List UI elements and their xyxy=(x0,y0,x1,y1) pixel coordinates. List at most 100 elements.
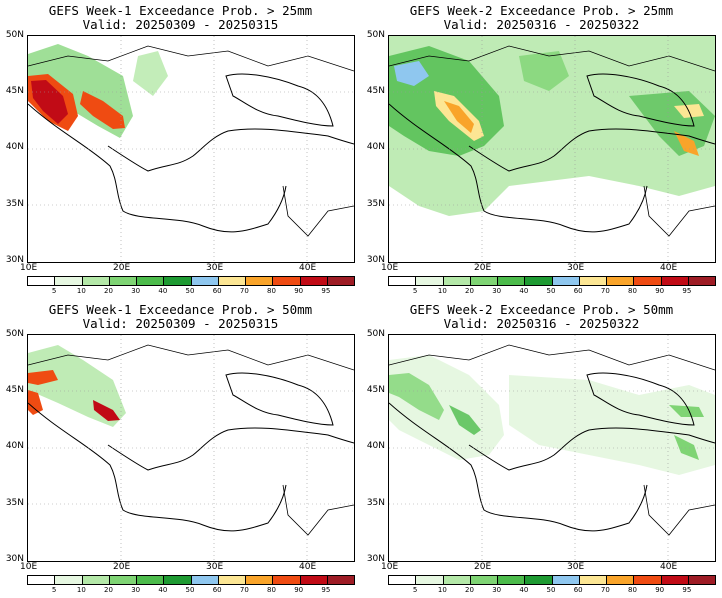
coastline xyxy=(468,128,715,172)
colorbar-swatch xyxy=(55,576,83,584)
lat-label: 30N xyxy=(366,554,385,564)
colorbar-label: 20 xyxy=(104,287,113,295)
colorbar-label: 80 xyxy=(267,287,276,295)
lon-label: 30E xyxy=(206,263,224,273)
colorbar-swatch xyxy=(552,576,580,584)
colorbar-label: 5 xyxy=(51,586,57,594)
colorbar-label: 80 xyxy=(267,586,276,594)
map-frame xyxy=(388,35,716,263)
border xyxy=(282,185,354,237)
colorbar-swatch xyxy=(525,576,553,584)
panel-subtitle: Valid: 20250316 - 20250322 xyxy=(443,316,640,331)
colorbar-swatch xyxy=(273,277,301,285)
colorbar-swatch xyxy=(416,576,444,584)
coastline xyxy=(107,427,354,471)
colorbar-label: 40 xyxy=(158,287,168,295)
lon-label: 40E xyxy=(660,562,678,572)
graticule xyxy=(389,335,715,561)
map-canvas xyxy=(389,335,715,561)
colorbar-swatch xyxy=(498,277,526,285)
colorbar-swatch xyxy=(327,277,354,285)
lon-label: 40E xyxy=(660,263,678,273)
colorbar-swatch xyxy=(109,576,137,584)
lat-label: 45N xyxy=(5,385,24,395)
colorbar-label: 50 xyxy=(185,586,195,594)
map-frame xyxy=(388,334,716,562)
coastline xyxy=(586,73,695,127)
colorbar-label: 5 xyxy=(51,287,57,295)
panel-subtitle: Valid: 20250316 - 20250322 xyxy=(443,17,640,32)
colorbar-swatch xyxy=(246,576,274,584)
colorbar-label: 5 xyxy=(412,586,418,594)
prob-area-green xyxy=(674,435,699,460)
coastline xyxy=(28,402,287,532)
coastline xyxy=(389,103,648,233)
colorbar-label: 95 xyxy=(682,586,692,594)
colorbar-swatch xyxy=(552,277,580,285)
colorbar-label: 50 xyxy=(546,586,556,594)
panel-title: GEFS Week-2 Exceedance Prob. > 25mm xyxy=(409,3,674,18)
prob-area-darkred xyxy=(31,80,68,124)
graticule xyxy=(389,36,715,262)
lon-label: 20E xyxy=(113,263,131,273)
colorbar-swatch xyxy=(28,576,56,584)
graticule xyxy=(28,36,354,262)
lat-label: 40N xyxy=(5,441,24,451)
lat-label: 45N xyxy=(366,385,385,395)
colorbar-label: 70 xyxy=(239,586,249,594)
colorbar xyxy=(388,276,716,286)
colorbar-label: 95 xyxy=(321,586,331,594)
colorbar-labels: 5 10 20 30 40 50 60 70 80 90 95 xyxy=(27,287,353,297)
colorbar-swatch xyxy=(525,277,553,285)
colorbar-label: 90 xyxy=(294,586,304,594)
lon-label: 10E xyxy=(20,562,38,572)
colorbar-swatch xyxy=(137,277,165,285)
colorbar-label: 20 xyxy=(104,586,113,594)
lon-label: 30E xyxy=(567,562,585,572)
lon-label: 40E xyxy=(299,562,317,572)
colorbar-label: 80 xyxy=(628,287,637,295)
colorbar-swatch xyxy=(688,277,715,285)
colorbar xyxy=(388,575,716,585)
colorbar-label: 95 xyxy=(682,287,692,295)
lon-label: 20E xyxy=(474,562,492,572)
lat-label: 45N xyxy=(5,86,24,96)
map-canvas xyxy=(28,335,354,561)
colorbar-swatch xyxy=(191,576,219,584)
colorbar-swatch xyxy=(300,277,328,285)
colorbar-label: 10 xyxy=(76,586,86,594)
colorbar-swatch xyxy=(82,277,110,285)
colorbar-swatch xyxy=(634,576,662,584)
colorbar-swatch xyxy=(607,277,635,285)
border xyxy=(389,344,715,371)
prob-area-red xyxy=(80,91,125,129)
prob-area-green xyxy=(389,373,444,420)
colorbar-label: 10 xyxy=(437,586,447,594)
prob-area-green xyxy=(449,405,481,435)
lon-label: 40E xyxy=(299,263,317,273)
lat-label: 35N xyxy=(366,199,385,209)
panel-week2-50mm: GEFS Week-2 Exceedance Prob. > 50mm Vali… xyxy=(361,299,722,598)
colorbar-label: 90 xyxy=(655,586,665,594)
prob-area-blue xyxy=(394,61,429,86)
colorbar-label: 80 xyxy=(628,586,637,594)
colorbar-labels: 5 10 20 30 40 50 60 70 80 90 95 xyxy=(27,586,353,596)
prob-area-green xyxy=(509,375,715,475)
colorbar-label: 60 xyxy=(573,287,583,295)
lat-label: 40N xyxy=(366,142,385,152)
colorbar-swatch xyxy=(389,277,417,285)
border xyxy=(643,484,715,536)
prob-area-orange xyxy=(674,131,699,156)
colorbar-swatch xyxy=(579,576,607,584)
colorbar-swatch xyxy=(218,277,246,285)
colorbar-swatch xyxy=(443,277,471,285)
lat-label: 30N xyxy=(5,554,24,564)
border xyxy=(389,45,715,72)
colorbar-swatch xyxy=(688,576,715,584)
coastline xyxy=(389,402,648,532)
colorbar-swatch xyxy=(28,277,56,285)
colorbar-swatch xyxy=(661,576,689,584)
coastline xyxy=(586,372,695,426)
colorbar-labels: 5 10 20 30 40 50 60 70 80 90 95 xyxy=(388,287,714,297)
colorbar-swatch xyxy=(327,576,354,584)
